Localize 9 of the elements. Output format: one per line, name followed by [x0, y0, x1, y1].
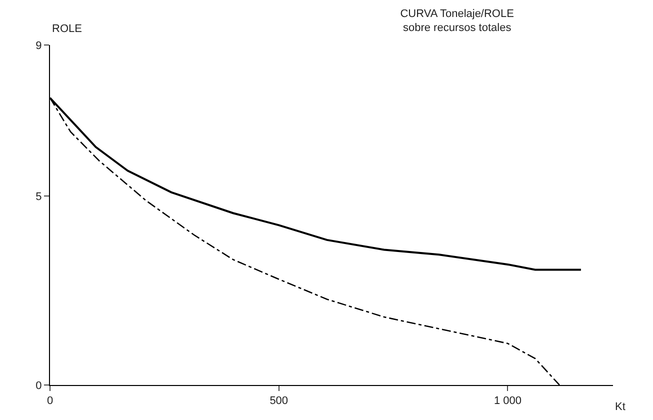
y-tick-label: 5	[36, 190, 42, 203]
x-tick-label: 0	[46, 395, 54, 408]
y-tick-label: 0	[36, 380, 42, 392]
x-tick-label: 1 000	[494, 395, 522, 408]
x-axis-title: Kt	[615, 401, 626, 413]
chart-title: CURVA Tonelaje/ROLE sobre recursos totales	[400, 8, 514, 34]
y-axis-title: ROLE	[52, 23, 82, 35]
x-tick-label: 500	[270, 395, 288, 408]
y-tick-label: 9	[36, 40, 42, 52]
